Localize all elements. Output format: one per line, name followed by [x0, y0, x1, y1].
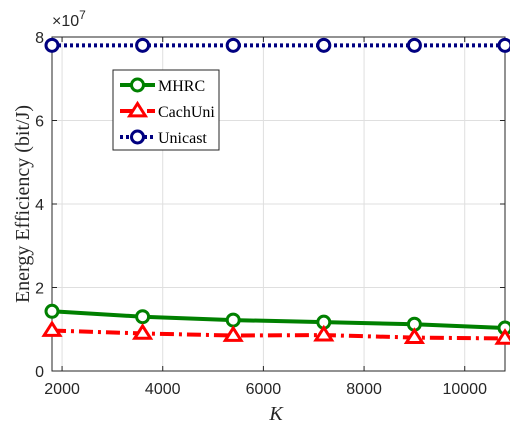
legend-label-unicast: Unicast [158, 130, 207, 147]
data-point-mhrc [135, 309, 151, 325]
legend: MHRC CachUni Unicast [112, 69, 220, 151]
x-tick-label: 6000 [246, 381, 282, 398]
series-line-mhrc [51, 309, 506, 330]
legend-item-cachuni: CachUni [120, 100, 215, 121]
series-mhrc [44, 303, 510, 336]
axis-ticks: 2000 4000 6000 8000 10000 0 2 4 6 8 [35, 30, 505, 398]
x-tick-label: 10000 [442, 381, 487, 398]
legend-marker-cachuni [126, 100, 149, 118]
legend-item-mhrc: MHRC [120, 77, 205, 95]
x-tick-label: 4000 [145, 381, 181, 398]
data-point-unicast [225, 37, 241, 53]
data-point-mhrc [225, 312, 241, 328]
data-point-cachuni [403, 327, 426, 344]
y-tick-label: 8 [35, 30, 44, 47]
series-group [41, 37, 510, 345]
data-point-unicast [406, 37, 422, 53]
series-unicast [44, 37, 510, 53]
y-tick-label: 6 [35, 114, 44, 131]
series-line-cachuni [51, 328, 506, 341]
y-scale-base: ×10 [52, 13, 79, 30]
data-point-mhrc [44, 303, 60, 319]
legend-label-mhrc: MHRC [158, 78, 205, 95]
data-point-unicast [44, 37, 60, 53]
legend-label-cachuni: CachUni [158, 104, 215, 121]
legend-marker-mhrc [130, 77, 145, 93]
data-point-cachuni [41, 320, 63, 337]
legend-marker-unicast [130, 129, 145, 145]
data-point-cachuni [494, 328, 510, 345]
data-point-cachuni [131, 323, 154, 340]
x-tick-label: 2000 [44, 381, 80, 398]
data-point-cachuni [313, 324, 335, 342]
data-point-unicast [497, 37, 510, 53]
legend-item-unicast: Unicast [120, 129, 207, 147]
y-scale-power: 7 [79, 8, 86, 22]
series-cachuni [41, 320, 510, 345]
y-tick-label: 2 [35, 281, 44, 298]
y-axis-label: Energy Efficiency (bit/J) [12, 105, 34, 303]
data-point-unicast [135, 37, 151, 53]
data-point-unicast [316, 37, 332, 53]
data-point-cachuni [222, 325, 244, 342]
y-tick-label: 0 [35, 364, 44, 381]
x-tick-label: 8000 [346, 381, 382, 398]
y-scale-exponent: ×107 [52, 8, 86, 30]
y-tick-label: 4 [35, 197, 44, 214]
x-axis-label: K [268, 403, 284, 425]
